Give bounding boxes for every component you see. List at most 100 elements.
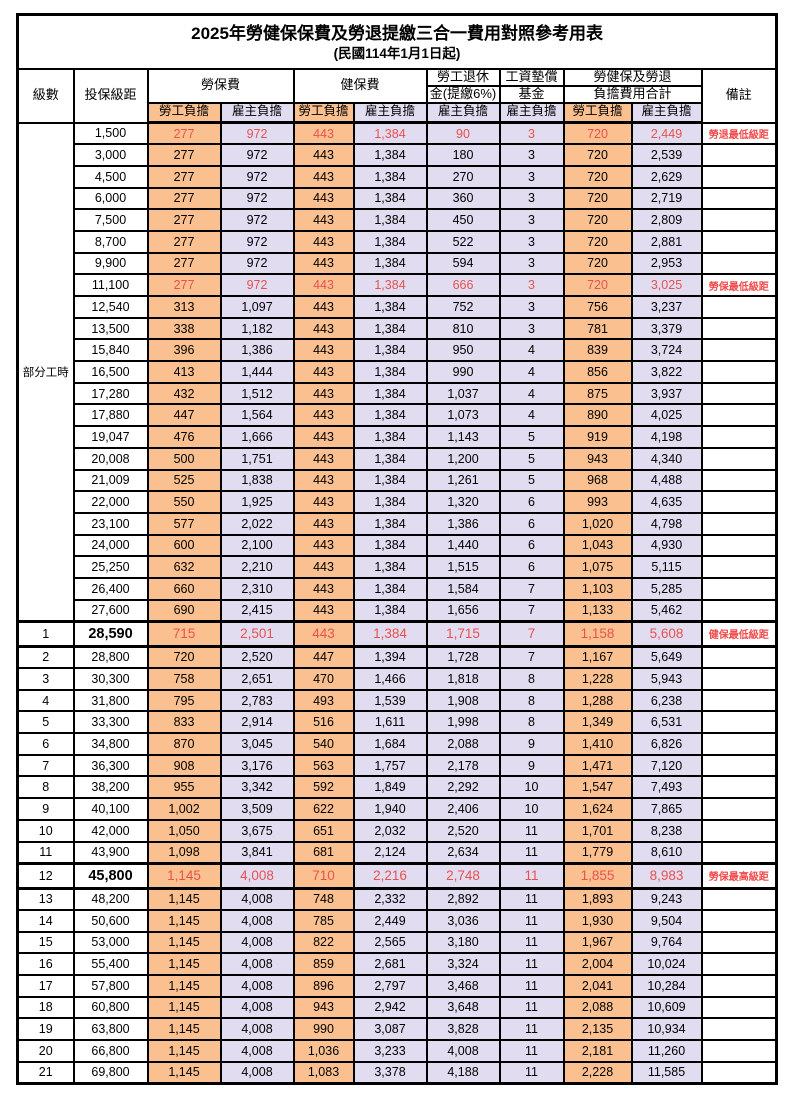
cell-total-employer: 4,340 [630, 446, 703, 471]
cell-health-employee: 443 [292, 533, 355, 558]
cell-labor-employer: 3,509 [219, 797, 295, 821]
cell-total-employer: 9,504 [630, 908, 703, 933]
cell-wage-fund-employer: 6 [498, 511, 565, 536]
cell-insured-bracket: 15,840 [72, 338, 149, 363]
cell-health-employee: 563 [292, 753, 355, 778]
cell-remark [700, 143, 778, 167]
cell-pension-employer: 2,520 [425, 818, 501, 843]
cell-wage-fund-employer: 8 [498, 688, 565, 713]
cell-insured-bracket: 30,300 [72, 667, 149, 691]
cell-insured-bracket: 16,500 [72, 360, 149, 384]
cell-health-employer: 1,539 [352, 688, 428, 713]
cell-labor-employer: 2,022 [219, 511, 295, 536]
cell-insured-bracket: 45,800 [72, 861, 149, 890]
cell-health-employer: 1,384 [352, 403, 428, 428]
header-insured-bracket: 投保級距 [72, 67, 149, 124]
subheader-total-employer: 雇主負擔 [630, 101, 703, 124]
table-row: 25,250 632 2,210 443 1,384 1,515 6 1,075 5,115 [18, 555, 778, 579]
cell-health-employer: 1,384 [352, 186, 428, 211]
cell-health-employer: 3,087 [352, 1017, 428, 1041]
cell-pension-employer: 1,440 [425, 533, 501, 558]
cell-total-employer: 8,610 [630, 840, 703, 865]
cell-health-employee: 785 [292, 908, 355, 933]
header-row-1: 級數 投保級距 勞保費 健保費 勞工退休 工資墊償 勞健保及勞退 備註 [16, 67, 778, 124]
cell-insured-bracket: 9,900 [72, 251, 149, 276]
cell-labor-employee: 632 [146, 555, 222, 579]
header-wage-fund-line2: 基金 [498, 84, 565, 104]
cell-labor-employer: 4,008 [219, 1039, 295, 1063]
cell-total-employee: 781 [562, 316, 633, 341]
cell-insured-bracket: 66,800 [72, 1039, 149, 1063]
cell-health-employee: 443 [292, 338, 355, 363]
cell-wage-fund-employer: 3 [498, 208, 565, 232]
table-row: 21 69,800 1,145 4,008 1,083 3,378 4,188 11 2,228… [16, 1060, 778, 1085]
cell-health-employee: 443 [292, 295, 355, 319]
cell-health-employee: 896 [292, 973, 355, 998]
cell-total-employer: 5,943 [630, 667, 703, 691]
cell-wage-fund-employer: 11 [498, 887, 565, 911]
cell-remark [700, 1039, 778, 1063]
cell-labor-employer: 972 [219, 273, 295, 297]
cell-total-employer: 2,449 [630, 121, 703, 146]
table-row: 13 48,200 1,145 4,008 748 2,332 2,892 11 1,893 9,… [16, 887, 778, 911]
cell-labor-employee: 338 [146, 316, 222, 341]
cell-labor-employer: 972 [219, 208, 295, 232]
cell-level: 6 [16, 732, 75, 756]
cell-labor-employer: 3,045 [219, 732, 295, 756]
cell-total-employee: 720 [562, 143, 633, 167]
cell-labor-employee: 277 [146, 186, 222, 211]
cell-insured-bracket: 48,200 [72, 887, 149, 911]
cell-labor-employer: 2,100 [219, 533, 295, 558]
cell-total-employee: 1,855 [562, 861, 633, 890]
table-row: 15 53,000 1,145 4,008 822 2,565 3,180 11 1,967 9,… [16, 930, 778, 955]
header-pension-line2: 金(提繳6%) [425, 84, 501, 104]
cell-insured-bracket: 53,000 [72, 930, 149, 955]
cell-health-employee: 443 [292, 490, 355, 514]
cell-wage-fund-employer: 4 [498, 338, 565, 363]
cell-labor-employer: 972 [219, 143, 295, 167]
cell-total-employer: 3,724 [630, 338, 703, 363]
table-row: 14 50,600 1,145 4,008 785 2,449 3,036 11 1,930 9,… [16, 908, 778, 933]
cell-total-employer: 2,629 [630, 164, 703, 189]
cell-health-employee: 443 [292, 164, 355, 189]
cell-wage-fund-employer: 8 [498, 710, 565, 735]
cell-labor-employee: 1,098 [146, 840, 222, 865]
cell-pension-employer: 1,656 [425, 598, 501, 623]
cell-pension-employer: 2,178 [425, 753, 501, 778]
cell-health-employer: 1,384 [352, 295, 428, 319]
cell-total-employee: 1,701 [562, 818, 633, 843]
cell-health-employee: 681 [292, 840, 355, 865]
cell-total-employee: 1,410 [562, 732, 633, 756]
cell-health-employer: 2,216 [352, 861, 428, 890]
cell-total-employee: 1,133 [562, 598, 633, 623]
cell-wage-fund-employer: 9 [498, 732, 565, 756]
cell-pension-employer: 1,728 [425, 645, 501, 669]
cell-pension-employer: 990 [425, 360, 501, 384]
cell-remark [700, 186, 778, 211]
cell-wage-fund-employer: 7 [498, 576, 565, 601]
cell-level: 15 [16, 930, 75, 955]
cell-insured-bracket: 31,800 [72, 688, 149, 713]
cell-insured-bracket: 4,500 [72, 164, 149, 189]
cell-total-employer: 4,798 [630, 511, 703, 536]
cell-labor-employer: 2,651 [219, 667, 295, 691]
table-row: 15,840 396 1,386 443 1,384 950 4 839 3,724 [18, 338, 778, 363]
cell-labor-employee: 277 [146, 273, 222, 297]
cell-health-employee: 443 [292, 143, 355, 167]
cell-labor-employee: 1,145 [146, 930, 222, 955]
cell-remark [700, 511, 778, 536]
header-row-2: 金(提繳6%) 基金 負擔費用合計 [18, 84, 777, 104]
cell-health-employer: 1,757 [352, 753, 428, 778]
cell-pension-employer: 2,634 [425, 840, 501, 865]
table-row: 7 36,300 908 3,176 563 1,757 2,178 9 1,471 7,120 [16, 753, 778, 778]
cell-total-employer: 4,488 [630, 468, 703, 493]
cell-labor-employee: 413 [146, 360, 222, 384]
cell-insured-bracket: 1,500 [72, 121, 149, 146]
cell-health-employer: 2,797 [352, 973, 428, 998]
cell-wage-fund-employer: 7 [498, 598, 565, 623]
cell-total-employee: 1,158 [562, 619, 633, 648]
cell-health-employee: 516 [292, 710, 355, 735]
cell-insured-bracket: 22,000 [72, 490, 149, 514]
cell-level: 18 [16, 995, 75, 1020]
cell-total-employer: 3,822 [630, 360, 703, 384]
